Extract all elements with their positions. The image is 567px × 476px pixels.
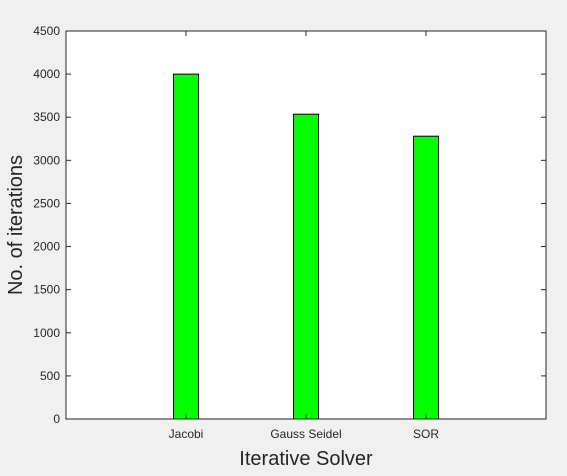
x-axis-ticks: Jacobi Gauss Seidel SOR (169, 31, 439, 441)
y-tick-label: 1000 (33, 326, 60, 340)
plot-frame (65, 30, 547, 420)
y-tick-label: 500 (40, 369, 60, 383)
y-tick-label: 4500 (33, 24, 60, 38)
x-tick-label: Gauss Seidel (270, 427, 341, 441)
bar-jacobi (173, 73, 199, 420)
y-tick-label: 2000 (33, 240, 60, 254)
y-axis-ticks: 0 500 1000 1500 2000 2500 3000 3500 4000 4500 (33, 24, 546, 426)
y-tick-label: 4000 (33, 67, 60, 81)
y-tick-label: 0 (53, 412, 60, 426)
y-axis-title: No. of iterations (5, 155, 27, 295)
y-tick-label: 3000 (33, 153, 60, 167)
bar-sor (413, 135, 439, 420)
bar-group (173, 73, 439, 420)
x-tick-label: SOR (413, 427, 439, 441)
x-axis-title: Iterative Solver (239, 448, 373, 470)
y-tick-label: 1500 (33, 283, 60, 297)
bar-gauss-seidel (293, 113, 319, 420)
x-tick-label: Jacobi (169, 427, 204, 441)
y-tick-label: 3500 (33, 110, 60, 124)
y-tick-label: 2500 (33, 196, 60, 210)
